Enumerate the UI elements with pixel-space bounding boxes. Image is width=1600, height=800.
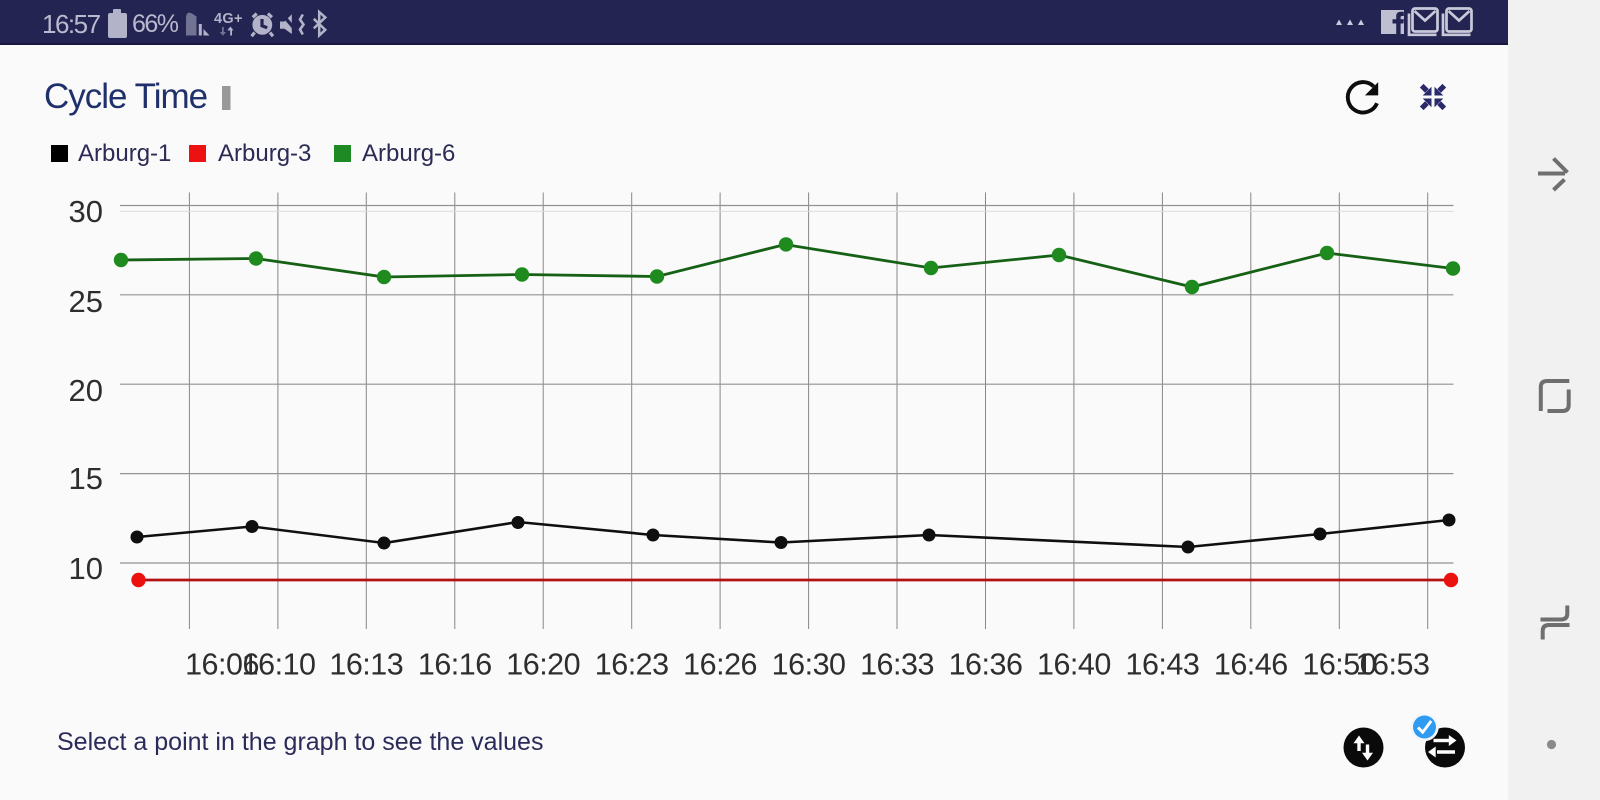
- svg-text:25: 25: [69, 284, 103, 319]
- svg-text:10: 10: [69, 551, 103, 586]
- svg-text:16:10: 16:10: [242, 648, 316, 682]
- svg-text:16:53: 16:53: [1356, 648, 1430, 682]
- svg-text:16:36: 16:36: [949, 648, 1023, 682]
- svg-text:16:20: 16:20: [506, 648, 580, 682]
- svg-text:16:23: 16:23: [595, 648, 669, 682]
- svg-text:16:16: 16:16: [418, 648, 492, 682]
- svg-text:16:43: 16:43: [1125, 648, 1199, 682]
- svg-text:16:50: 16:50: [1302, 648, 1376, 682]
- svg-text:16:13: 16:13: [329, 648, 403, 682]
- svg-text:16:40: 16:40: [1037, 648, 1111, 682]
- svg-text:16:06: 16:06: [185, 648, 259, 682]
- svg-text:16:26: 16:26: [683, 648, 757, 682]
- svg-text:20: 20: [69, 373, 103, 408]
- svg-text:16:30: 16:30: [772, 648, 846, 682]
- svg-text:16:46: 16:46: [1214, 648, 1288, 682]
- svg-text:30: 30: [69, 194, 103, 229]
- svg-text:16:33: 16:33: [860, 648, 934, 682]
- svg-text:4G+: 4G+: [214, 11, 243, 27]
- svg-text:15: 15: [69, 461, 103, 496]
